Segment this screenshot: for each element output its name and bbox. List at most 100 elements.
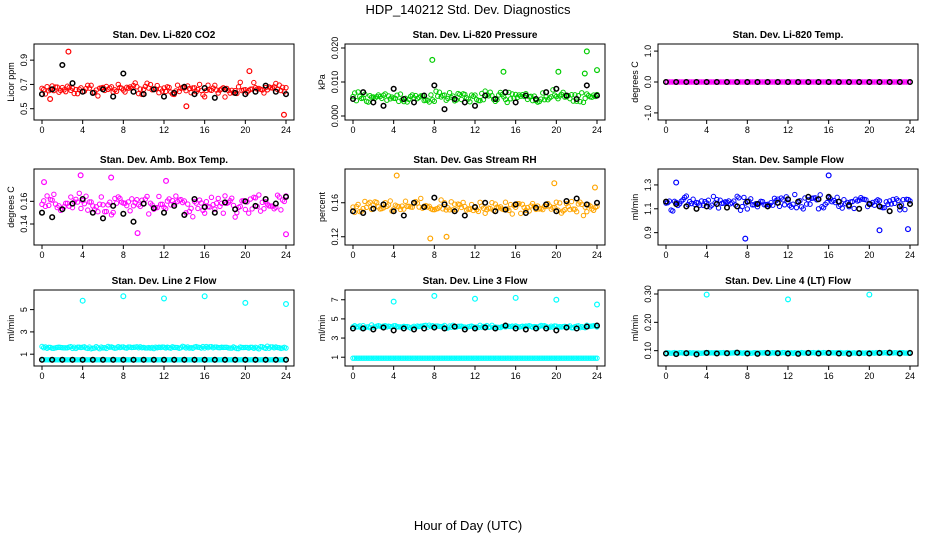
point <box>842 79 849 85</box>
point <box>268 203 274 209</box>
point <box>384 355 390 361</box>
point <box>424 355 431 361</box>
point <box>562 355 568 361</box>
point <box>700 79 706 85</box>
point <box>229 357 235 363</box>
point <box>401 355 407 361</box>
point <box>888 201 895 207</box>
hourly-point <box>673 200 680 208</box>
outlier-point <box>120 293 127 300</box>
x-tick-label: 8 <box>121 125 126 135</box>
point <box>368 355 375 361</box>
point <box>473 355 480 361</box>
hourly-point <box>471 203 479 211</box>
hourly-point <box>471 325 479 332</box>
panel-title: Stan. Dev. Li-820 Pressure <box>413 30 538 41</box>
hourly-point <box>262 196 269 203</box>
point <box>521 355 527 361</box>
hourly-point <box>191 91 198 98</box>
point <box>802 79 808 85</box>
point <box>582 95 588 102</box>
x-tick-label: 20 <box>240 250 250 260</box>
point <box>829 350 835 356</box>
point <box>560 89 566 95</box>
hourly-point <box>492 95 499 103</box>
point <box>73 357 79 363</box>
point <box>683 193 690 199</box>
point <box>707 79 713 85</box>
hourly-point <box>512 201 519 208</box>
point <box>256 357 262 363</box>
point <box>870 79 876 85</box>
point <box>584 355 590 361</box>
hourly-point <box>532 325 540 332</box>
hourly-point <box>349 208 357 215</box>
hourly-point <box>795 350 802 357</box>
point <box>86 199 93 205</box>
point <box>485 355 492 361</box>
point <box>446 355 453 361</box>
hourly-point <box>49 214 56 221</box>
hourly-point <box>242 356 249 363</box>
point <box>441 355 448 361</box>
hourly-point <box>703 203 710 210</box>
point <box>74 199 81 205</box>
hourly-point <box>252 356 259 363</box>
point <box>266 357 272 363</box>
point <box>803 201 810 207</box>
hourly-point <box>140 356 147 363</box>
point <box>144 357 150 363</box>
hourly-point <box>181 356 188 363</box>
point <box>594 203 600 210</box>
point <box>273 204 279 210</box>
point <box>185 357 191 363</box>
point <box>239 357 245 363</box>
point <box>207 344 213 350</box>
hourly-point <box>441 201 448 208</box>
hourly-point <box>130 218 137 225</box>
hourly-point <box>563 324 570 331</box>
point <box>573 209 580 215</box>
hourly-point <box>543 89 550 96</box>
y-tick-label: 0.9 <box>19 54 29 67</box>
x-tick-label: 24 <box>905 371 915 381</box>
point <box>129 196 135 202</box>
point <box>78 205 84 212</box>
point <box>278 207 284 213</box>
hourly-point <box>662 78 670 86</box>
y-axis-label: ml/min <box>317 315 327 342</box>
hourly-point <box>662 198 670 205</box>
point <box>562 206 568 213</box>
point <box>892 200 898 206</box>
point <box>538 355 544 361</box>
x-tick-label: 0 <box>663 125 668 135</box>
hourly-point <box>38 356 46 363</box>
point <box>205 357 211 363</box>
panel-9: Stan. Dev. Line 4 (LT) Flow 0 4 8 12 16 20 24 0.… <box>630 276 919 381</box>
hourly-point <box>79 88 86 95</box>
point <box>61 345 67 351</box>
hourly-point <box>866 78 873 86</box>
point <box>900 197 906 203</box>
y-axis-label: ml/min <box>630 315 640 342</box>
point <box>812 79 818 85</box>
hourly-point <box>242 198 249 205</box>
point <box>201 94 208 100</box>
point <box>509 211 515 217</box>
hourly-point <box>845 350 853 357</box>
hourly-point <box>866 350 873 357</box>
point <box>717 350 723 356</box>
point <box>438 197 444 203</box>
x-tick-label: 4 <box>704 250 709 260</box>
point <box>824 199 830 206</box>
outlier-point <box>134 230 141 237</box>
hourly-point <box>380 102 387 109</box>
outlier-point <box>703 291 710 298</box>
point <box>839 350 845 356</box>
point <box>168 357 174 363</box>
hourly-point <box>262 356 269 363</box>
point <box>166 84 172 91</box>
point <box>51 191 57 198</box>
point <box>448 355 454 361</box>
point <box>178 357 184 363</box>
